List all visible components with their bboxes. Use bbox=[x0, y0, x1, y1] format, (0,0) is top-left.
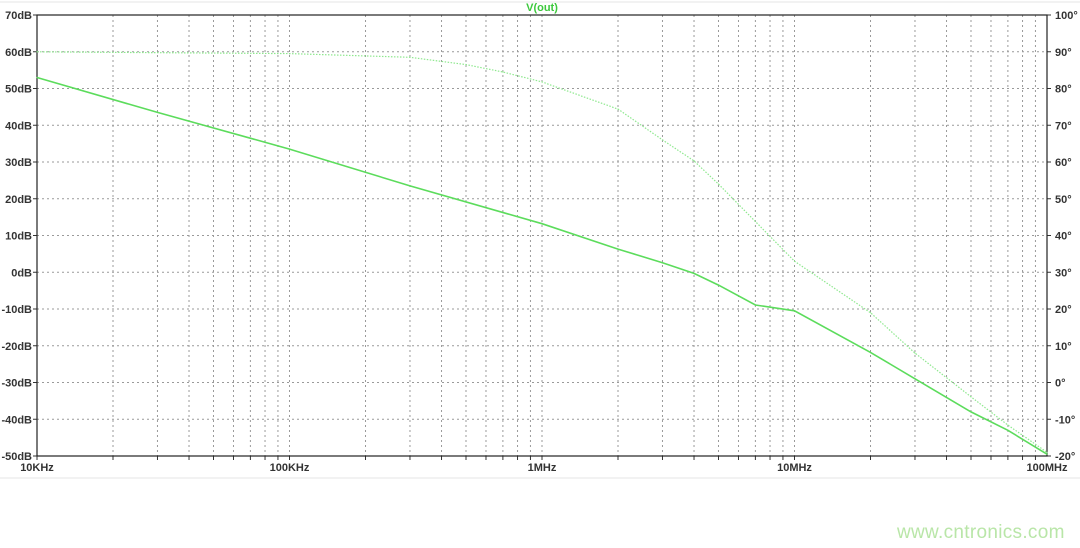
magnitude-data-point bbox=[793, 310, 796, 312]
y-right-tick-label: -20° bbox=[1055, 451, 1075, 463]
phase-data-point bbox=[502, 71, 504, 73]
magnitude-data-point bbox=[36, 76, 38, 79]
phase-data-point bbox=[914, 352, 916, 354]
y-left-tick-label: 70dB bbox=[5, 10, 32, 22]
x-tick-label: 10MHz bbox=[777, 462, 812, 474]
phase-data-point bbox=[693, 160, 695, 162]
phase-data-point bbox=[970, 396, 972, 398]
y-right-tick-label: 10° bbox=[1055, 341, 1072, 353]
y-left-tick-label: 20dB bbox=[5, 194, 32, 206]
magnitude-data-point bbox=[288, 148, 291, 150]
x-tick-label: 1MHz bbox=[528, 462, 557, 474]
y-right-tick-label: 70° bbox=[1055, 120, 1072, 132]
y-right-tick-label: 100° bbox=[1055, 10, 1078, 22]
grid bbox=[37, 15, 1047, 456]
phase-data-point bbox=[465, 64, 467, 66]
phase-trace bbox=[36, 51, 1048, 453]
y-right-tick-label: -10° bbox=[1055, 414, 1075, 426]
phase-data-point bbox=[793, 260, 796, 262]
traces bbox=[36, 51, 1048, 455]
tick-labels: 70dB 100° 60dB 90° 50dB 80° 40dB 70° 30dB 60° 20dB… bbox=[1, 10, 1077, 474]
y-left-tick-label: -40dB bbox=[1, 414, 32, 426]
magnitude-data-point bbox=[693, 272, 695, 274]
x-tick-label: 100MHz bbox=[1027, 462, 1068, 474]
magnitude-data-point bbox=[409, 185, 411, 187]
y-left-tick-label: 0dB bbox=[11, 267, 32, 279]
magnitude-data-point bbox=[1007, 429, 1009, 431]
magnitude-data-point bbox=[541, 223, 543, 225]
magnitude-data-point bbox=[914, 378, 916, 380]
phase-data-point bbox=[541, 81, 543, 83]
plot-frame bbox=[36, 14, 1048, 457]
phase-data-point bbox=[617, 108, 619, 110]
x-tick-label: 10KHz bbox=[20, 462, 54, 474]
y-left-tick-label: 30dB bbox=[5, 157, 32, 169]
phase-data-point bbox=[409, 56, 411, 58]
magnitude-data-point bbox=[869, 351, 872, 353]
y-left-tick-label: -30dB bbox=[1, 378, 32, 390]
chart-title: V(out) bbox=[526, 2, 558, 14]
y-left-tick-label: -10dB bbox=[1, 304, 32, 316]
magnitude-data-point bbox=[754, 304, 756, 306]
magnitude-data-point bbox=[1046, 453, 1048, 455]
y-right-tick-label: 0° bbox=[1055, 378, 1066, 390]
phase-data-point bbox=[717, 183, 720, 185]
phase-data-point bbox=[869, 312, 872, 314]
y-right-tick-label: 90° bbox=[1055, 47, 1072, 59]
y-left-tick-label: 10dB bbox=[5, 231, 32, 243]
axes bbox=[33, 14, 1051, 460]
magnitude-data-point bbox=[617, 248, 619, 250]
y-right-tick-label: 60° bbox=[1055, 157, 1072, 169]
y-left-tick-label: -20dB bbox=[1, 341, 32, 353]
phase-data-point bbox=[661, 139, 664, 141]
y-right-tick-label: 30° bbox=[1055, 267, 1072, 279]
y-left-tick-label: -50dB bbox=[1, 451, 32, 463]
x-tick-label: 100KHz bbox=[270, 462, 310, 474]
magnitude-data-point bbox=[717, 284, 720, 286]
y-left-tick-label: 50dB bbox=[5, 84, 32, 96]
y-right-tick-label: 80° bbox=[1055, 84, 1072, 96]
phase-data-point bbox=[36, 51, 38, 53]
phase-data-point bbox=[1046, 451, 1048, 453]
magnitude-trace bbox=[36, 76, 1048, 455]
y-left-tick-label: 60dB bbox=[5, 47, 32, 59]
y-right-tick-label: 50° bbox=[1055, 194, 1072, 206]
y-right-tick-label: 20° bbox=[1055, 304, 1072, 316]
magnitude-data-point bbox=[970, 411, 972, 413]
phase-data-point bbox=[288, 52, 291, 55]
y-left-tick-label: 40dB bbox=[5, 120, 32, 132]
y-right-tick-label: 40° bbox=[1055, 231, 1072, 243]
phase-data-point bbox=[1007, 424, 1009, 426]
watermark: www.cntronics.com bbox=[897, 522, 1065, 543]
magnitude-data-point bbox=[661, 262, 664, 264]
magnitude-data-point bbox=[156, 111, 159, 113]
